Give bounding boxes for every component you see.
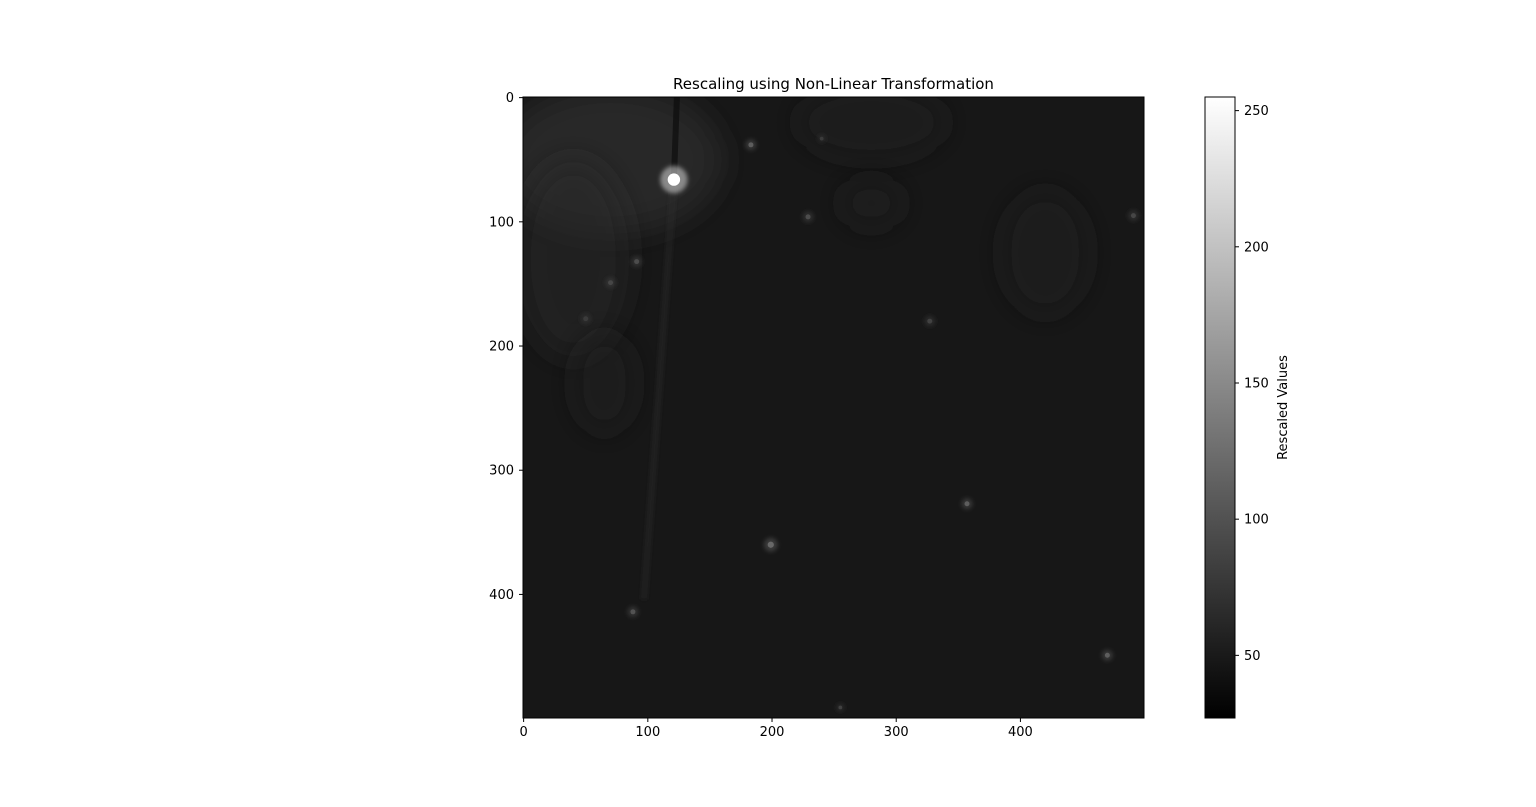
diffuse-region <box>523 159 630 359</box>
y-axis: 0 100 200 300 400 <box>489 91 523 603</box>
bright-spot <box>1104 652 1110 658</box>
y-tick-label: 200 <box>489 340 514 355</box>
diffuse-region <box>1001 190 1089 315</box>
bright-spot <box>964 501 970 507</box>
bright-spot <box>1130 213 1136 219</box>
image-area <box>523 97 1144 718</box>
x-tick-label: 200 <box>760 725 785 740</box>
bright-spot <box>634 259 640 265</box>
x-tick-label: 0 <box>519 725 527 740</box>
x-tick-label: 400 <box>1008 725 1033 740</box>
bright-spot <box>927 318 933 324</box>
image-frame <box>522 96 1145 719</box>
y-tick-label: 100 <box>489 215 514 230</box>
y-tick-label: 0 <box>506 91 514 106</box>
colorbar-tick-label: 50 <box>1244 649 1261 664</box>
y-tick-label: 300 <box>489 464 514 479</box>
diffuse-region <box>573 333 636 433</box>
colorbar-tick-label: 150 <box>1244 376 1269 391</box>
bright-spot <box>630 609 636 615</box>
colorbar-tick-label: 250 <box>1244 104 1269 119</box>
bright-spot <box>583 316 589 322</box>
colorbar <box>1204 96 1236 719</box>
colorbar-label: Rescaled Values <box>1276 355 1291 460</box>
colorbar-axis: 50 100 150 200 250 <box>1235 104 1269 664</box>
colorbar-tick-label: 200 <box>1244 240 1269 255</box>
bright-spot <box>748 142 754 148</box>
diffuse-region <box>796 97 946 160</box>
y-tick-label: 400 <box>489 588 514 603</box>
diffraction-spike <box>640 179 677 600</box>
diffraction-spike <box>670 97 680 180</box>
x-axis: 0 100 200 300 400 <box>519 718 1033 740</box>
bright-spot <box>805 214 811 220</box>
diffuse-region <box>840 178 903 229</box>
x-tick-label: 100 <box>635 725 660 740</box>
colorbar-tick-label: 100 <box>1244 513 1269 528</box>
chart-title: Rescaling using Non-Linear Transformatio… <box>673 75 994 93</box>
bright-spot <box>667 173 681 186</box>
bright-spot <box>767 541 774 548</box>
bright-spot <box>608 280 614 286</box>
bright-spot <box>819 136 824 141</box>
x-tick-label: 300 <box>884 725 909 740</box>
bright-spot <box>838 705 843 710</box>
